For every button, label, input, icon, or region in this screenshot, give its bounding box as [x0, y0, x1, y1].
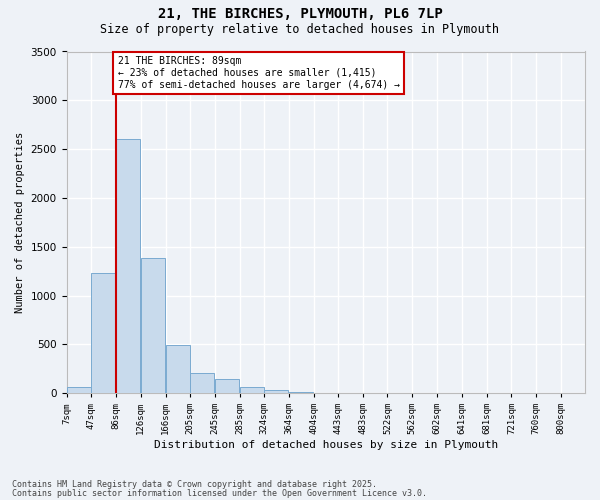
Bar — [140, 258, 165, 393]
Text: 21, THE BIRCHES, PLYMOUTH, PL6 7LP: 21, THE BIRCHES, PLYMOUTH, PL6 7LP — [158, 8, 442, 22]
X-axis label: Distribution of detached houses by size in Plymouth: Distribution of detached houses by size … — [154, 440, 498, 450]
Bar — [264, 390, 289, 393]
Text: 21 THE BIRCHES: 89sqm
← 23% of detached houses are smaller (1,415)
77% of semi-d: 21 THE BIRCHES: 89sqm ← 23% of detached … — [118, 56, 400, 90]
Y-axis label: Number of detached properties: Number of detached properties — [15, 132, 25, 313]
Bar — [289, 392, 313, 393]
Text: Contains HM Land Registry data © Crown copyright and database right 2025.: Contains HM Land Registry data © Crown c… — [12, 480, 377, 489]
Text: Size of property relative to detached houses in Plymouth: Size of property relative to detached ho… — [101, 22, 499, 36]
Bar — [190, 373, 214, 393]
Text: Contains public sector information licensed under the Open Government Licence v3: Contains public sector information licen… — [12, 488, 427, 498]
Bar — [116, 140, 140, 393]
Bar — [215, 378, 239, 393]
Bar — [166, 346, 190, 393]
Bar — [67, 388, 91, 393]
Bar — [91, 273, 116, 393]
Bar — [240, 387, 264, 393]
